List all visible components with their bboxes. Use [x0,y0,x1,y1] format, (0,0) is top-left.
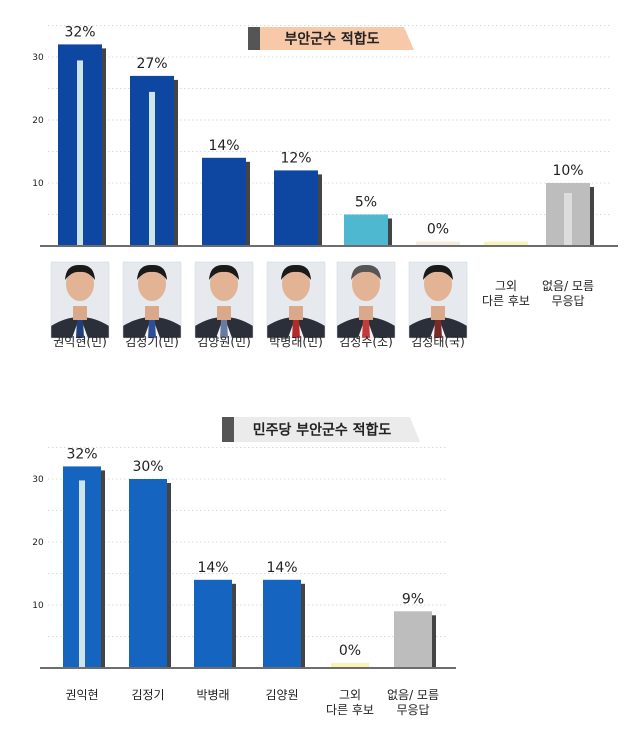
category-label: 김정기(민) [125,335,179,349]
chart-title: 부안군수 적합도 [284,31,379,48]
category-label: 없음/ 모름 [542,279,594,293]
y-tick-label: 30 [32,53,44,63]
photo-tie [362,320,370,338]
photo-tie [220,320,228,338]
category-label: 김양원 [265,688,298,702]
candidate-photo [194,261,254,339]
bar-value-label: 30% [132,459,163,475]
category-label: 다른 후보 [482,294,530,308]
chart-title-tag: 민주당 부안군수 적합도 [222,417,420,442]
bar-value-label: 32% [66,446,97,462]
category-label: 다른 후보 [326,703,374,717]
bar [202,157,246,246]
photo-frame [336,261,396,339]
photo-tie [76,320,84,338]
photo-neck [431,306,445,320]
bar-value-label: 32% [64,24,95,40]
chart-1: 부안군수 적합도 10 20 30 32% 27% 14% 12% 5% 0% 10% 권익현(민) 김… [32,24,618,349]
y-tick-label: 20 [32,538,44,548]
photo-hair [351,264,381,280]
bar-highlight [77,60,83,247]
category-label: 김성태(국) [411,335,465,349]
photo-neck [359,306,373,320]
chart-title: 민주당 부안군수 적합도 [253,422,392,439]
bar-value-label: 12% [280,150,311,166]
category-label: 그외 [495,279,517,293]
category-label: 무응답 [396,703,429,717]
photo-neck [73,306,87,320]
bar [263,579,301,668]
photo-frame [50,261,110,339]
photo-tie [148,320,156,338]
bar [344,214,388,246]
photo-frame [266,261,326,339]
category-label: 김성수(조) [339,335,393,349]
chart-title-tag: 부안군수 적합도 [248,27,414,50]
candidate-photo [408,261,468,339]
photo-face [210,267,238,301]
bar [394,611,432,668]
bar [416,241,460,246]
bar-value-label: 5% [355,195,377,211]
candidate-photo [266,261,326,339]
title-tag-background [248,27,414,50]
bar [129,479,167,668]
category-label: 권익현 [65,688,98,702]
photo-hair [423,264,453,280]
bar [484,241,528,246]
category-label: 김양원(민) [197,335,251,349]
candidate-photo [122,261,182,339]
photo-tie [434,320,442,338]
candidate-photo [336,261,396,339]
bar-value-label: 14% [208,138,239,154]
title-tag-marker [248,27,260,50]
photo-hair [137,264,167,280]
photo-frame [122,261,182,339]
bar-value-label: 9% [402,591,424,607]
title-tag-background [222,417,420,442]
bar-highlight [79,480,85,668]
bar-value-label: 14% [266,560,297,576]
photo-hair [65,264,95,280]
photo-neck [145,306,159,320]
photo-face [138,267,166,301]
category-label: 김정기 [131,688,164,702]
bar-value-label: 0% [427,222,449,238]
category-label: 무응답 [551,294,584,308]
chart-2: 민주당 부안군수 적합도 10 20 30 32% 30% 14% 14% 0% 9% 권익현 김정기… [32,417,456,717]
photo-face [66,267,94,301]
bar-value-label: 0% [339,643,361,659]
bar [194,579,232,668]
y-tick-label: 30 [32,475,44,485]
photo-face [424,267,452,301]
category-label: 권익현(민) [53,335,107,349]
y-tick-label: 10 [32,179,44,189]
category-label: 없음/ 모름 [387,688,439,702]
photo-tie [292,320,300,338]
bar-highlight [149,91,155,247]
photo-frame [408,261,468,339]
bar-highlight [564,193,572,246]
photo-face [282,267,310,301]
photo-face [352,267,380,301]
photo-hair [281,264,311,280]
category-label: 박병래 [196,688,229,702]
category-label: 박병래(민) [269,335,323,349]
category-label: 그외 [339,688,361,702]
y-tick-label: 10 [32,601,44,611]
photo-neck [289,306,303,320]
title-tag-marker [222,417,234,442]
photo-hair [209,264,239,280]
bar-value-label: 10% [552,163,583,179]
candidate-photo [50,261,110,339]
bar [331,662,369,668]
bar-value-label: 27% [136,56,167,72]
bar [274,170,318,246]
y-tick-label: 20 [32,116,44,126]
bar-value-label: 14% [197,560,228,576]
photo-frame [194,261,254,339]
photo-neck [217,306,231,320]
